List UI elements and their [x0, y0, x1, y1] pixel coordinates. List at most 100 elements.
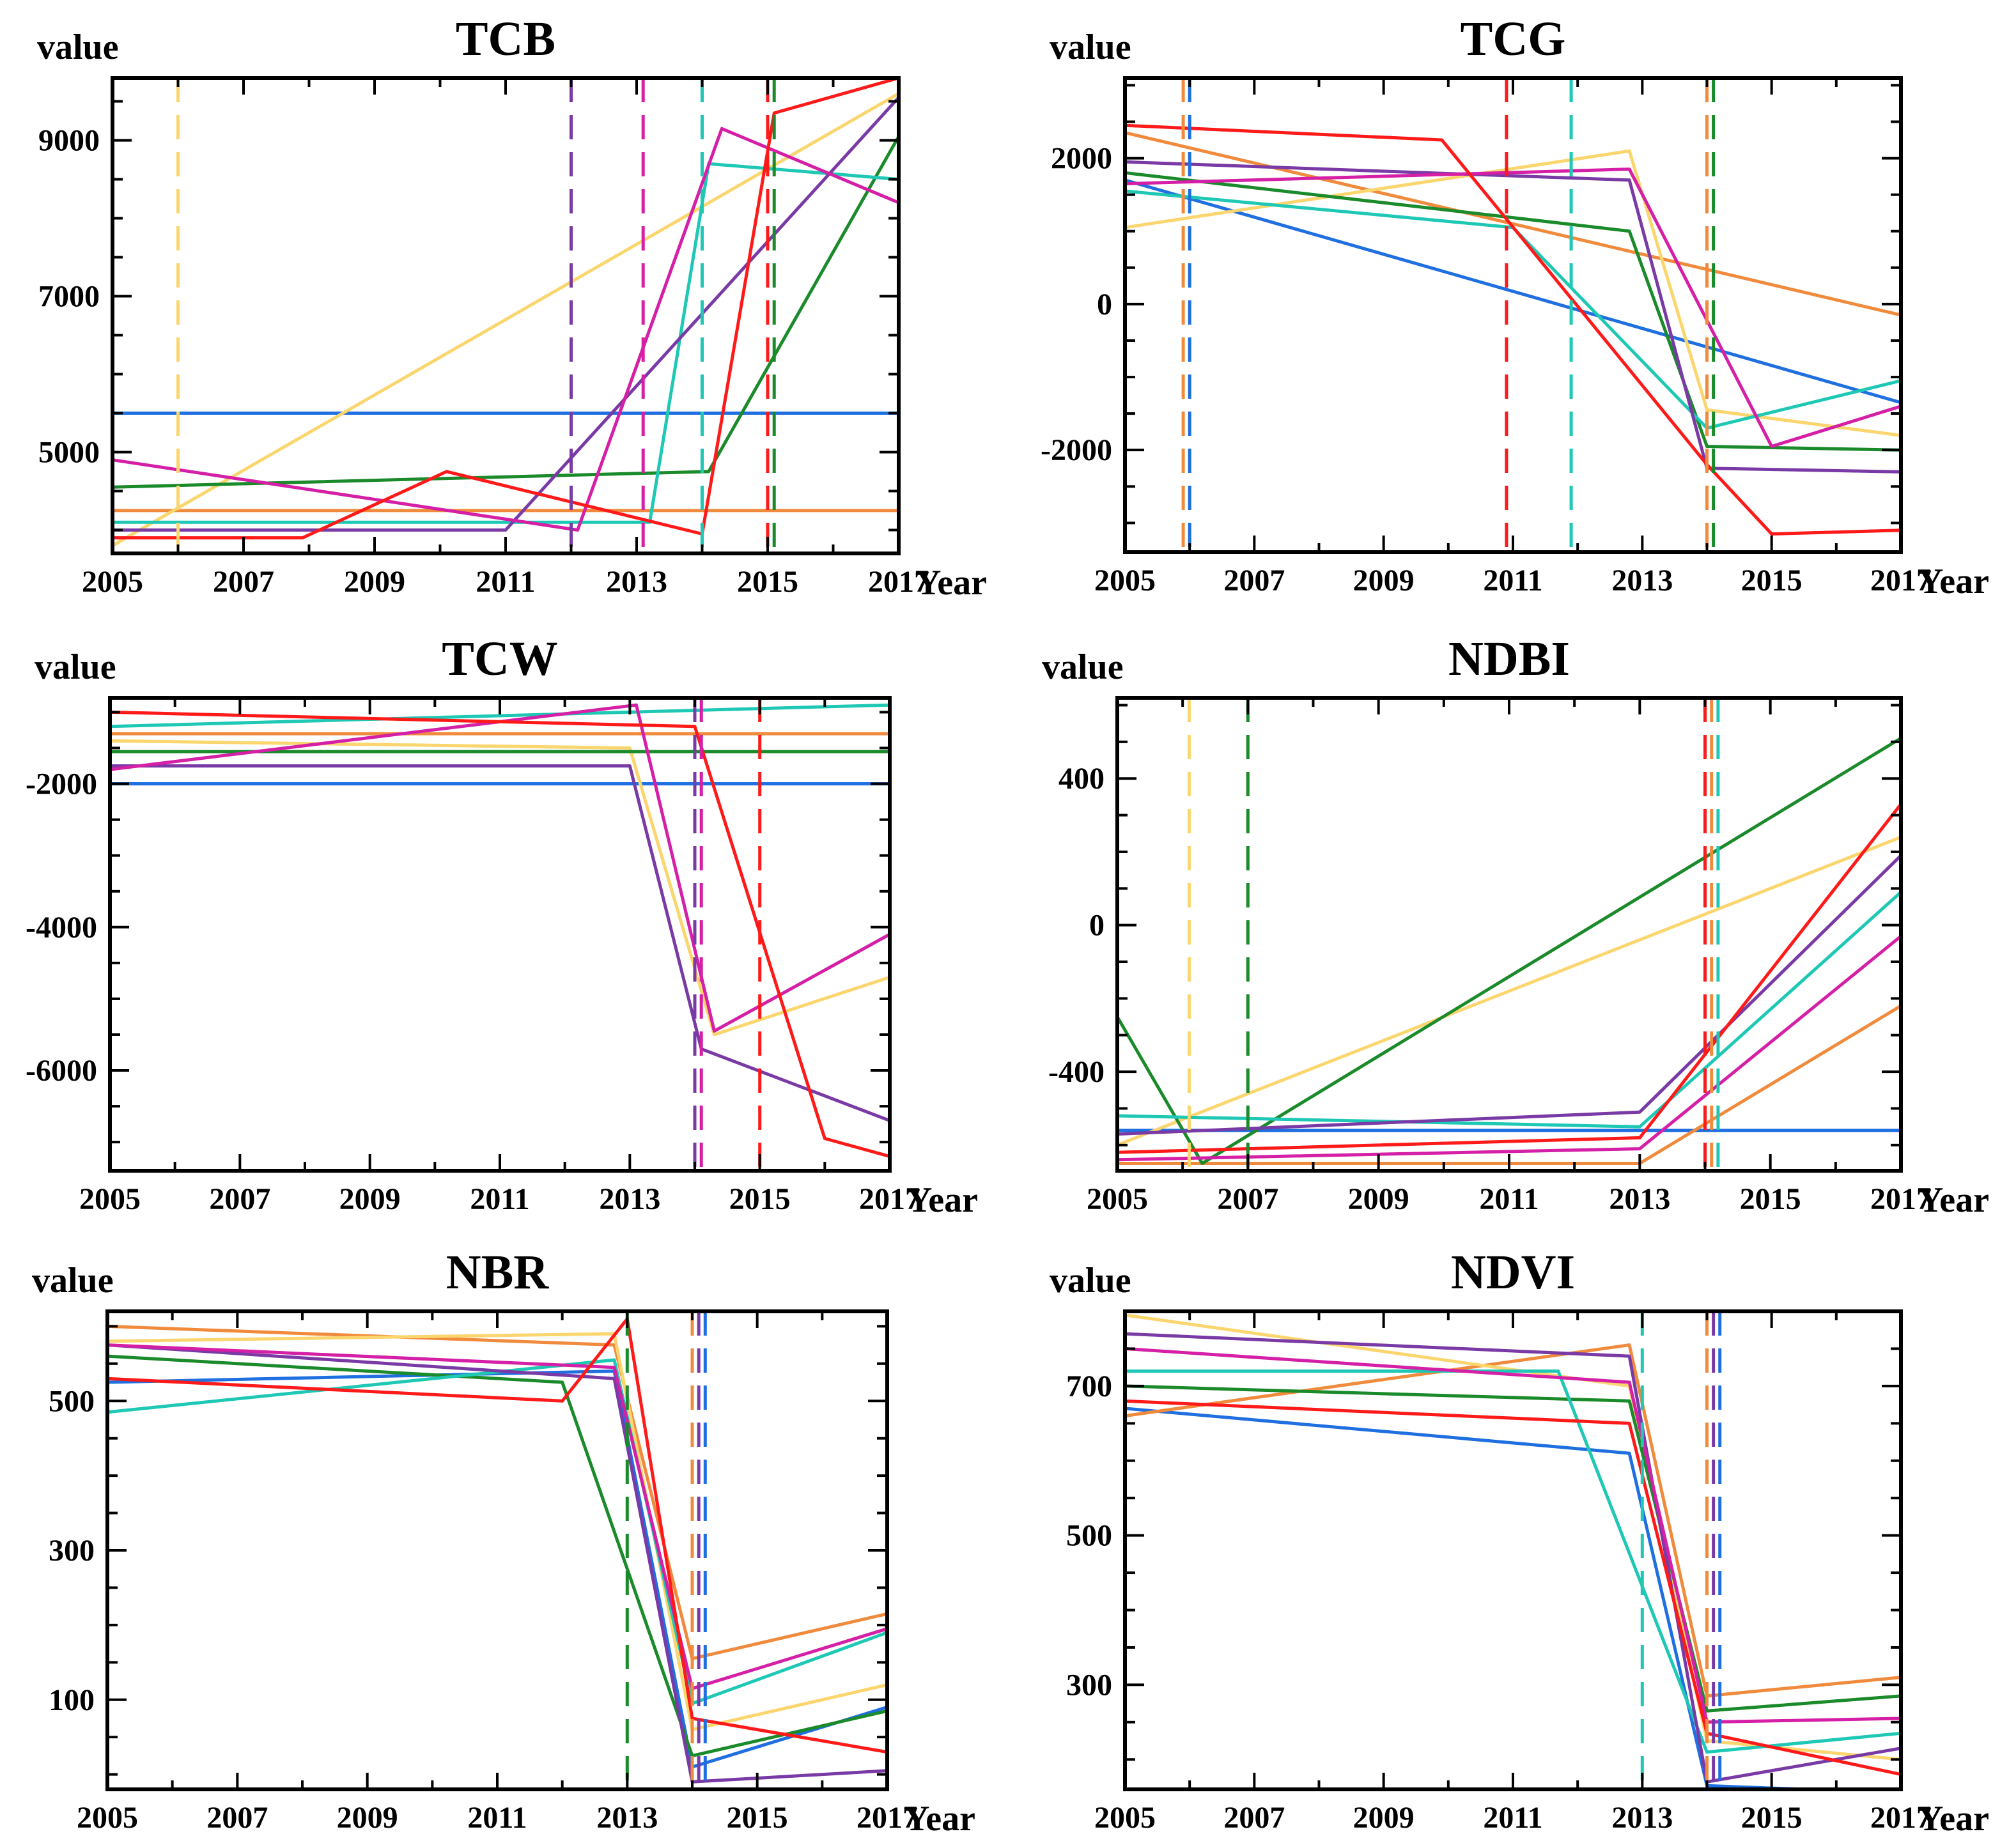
series-line-green — [1125, 1384, 1901, 1713]
series-line-green — [1117, 736, 1901, 1165]
y-tick-label: 700 — [1066, 1369, 1112, 1403]
series-line-teal — [1117, 891, 1901, 1129]
x-tick-label: 2013 — [606, 565, 667, 599]
x-tick-label: 2009 — [344, 565, 405, 599]
y-tick-label: 0 — [1097, 288, 1112, 321]
series-line-purple — [107, 1343, 887, 1784]
series-line-orange — [107, 1324, 887, 1660]
series-line-magenta — [107, 1343, 887, 1690]
x-tick-label: 2015 — [1741, 564, 1803, 598]
x-tick-label: 2013 — [596, 1801, 658, 1835]
y-tick-label: 5000 — [38, 435, 100, 469]
y-tick-label: 9000 — [38, 124, 100, 158]
chart-title: NDVI — [1451, 1246, 1575, 1299]
series-line-red — [1117, 803, 1901, 1154]
x-tick-label: 2017 — [1870, 1801, 1932, 1835]
x-tick-label: 2017 — [857, 1801, 918, 1835]
x-tick-label: 2013 — [1611, 1801, 1673, 1835]
series-line-orange — [1125, 131, 1901, 317]
y-tick-label: 2000 — [1051, 142, 1112, 176]
x-tick-label: 2015 — [1741, 1801, 1803, 1835]
series-line-teal — [112, 162, 899, 524]
y-tick-label: -2000 — [26, 768, 97, 801]
x-axis-label: Year — [1918, 1799, 1989, 1836]
plot-area — [107, 1311, 887, 1789]
y-axis-label: value — [37, 27, 119, 67]
series-line-green — [112, 135, 899, 489]
plot-area — [1125, 1311, 1901, 1789]
series-line-magenta — [1125, 1346, 1901, 1724]
series-line-purple — [1125, 1332, 1901, 1784]
series-line-magenta — [1117, 934, 1901, 1162]
y-tick-label: -6000 — [26, 1054, 97, 1088]
series-line-green — [107, 1354, 887, 1757]
y-tick-label: -2000 — [1041, 433, 1112, 467]
x-tick-label: 2007 — [206, 1801, 268, 1835]
x-tick-label: 2009 — [1353, 1801, 1415, 1835]
y-tick-label: 300 — [49, 1534, 95, 1568]
x-tick-label: 2009 — [1353, 564, 1415, 598]
series-line-yellow — [1125, 1313, 1901, 1761]
chart-title: TCW — [442, 632, 558, 686]
x-axis-label: Year — [1918, 562, 1989, 601]
x-tick-label: 2005 — [1094, 1801, 1156, 1835]
x-tick-label: 2005 — [79, 1182, 141, 1216]
plot-area — [112, 78, 899, 553]
y-tick-label: 500 — [1066, 1519, 1112, 1553]
x-tick-label: 2009 — [339, 1182, 401, 1216]
series-line-yellow — [107, 1332, 887, 1731]
series-line-yellow — [1117, 835, 1901, 1147]
chart-panel-tcw: TCW value Year 2005 2007 2009 2011 2013 2015 2017… — [26, 632, 978, 1220]
chart-panel-tcb: TCB value Year 2005 2007 2009 2011 2013 2015 2017… — [37, 12, 987, 603]
plot-frame — [1123, 1309, 1903, 1791]
y-axis-label: value — [1050, 27, 1131, 67]
x-tick-label: 2017 — [868, 565, 929, 599]
y-tick-label: 100 — [49, 1683, 95, 1717]
series-line-green — [1125, 171, 1901, 452]
x-tick-label: 2017 — [859, 1182, 920, 1216]
x-tick-label: 2015 — [1740, 1182, 1801, 1216]
series-line-red — [112, 78, 899, 540]
plot-frame — [111, 76, 901, 555]
x-tick-label: 2013 — [599, 1182, 660, 1216]
x-tick-label: 2005 — [82, 565, 143, 599]
series-line-teal — [1125, 189, 1901, 430]
plot-frame — [108, 696, 892, 1173]
x-tick-label: 2005 — [1087, 1182, 1148, 1216]
chart-panel-ndbi: NDBI value Year 2005 2007 2009 2011 2013 2015 201… — [1042, 632, 1989, 1220]
series-line-magenta — [1125, 167, 1901, 448]
x-tick-label: 2007 — [1223, 1801, 1285, 1835]
series-line-yellow — [1125, 149, 1901, 437]
x-axis-label: Year — [915, 563, 987, 603]
x-tick-label: 2011 — [1483, 1801, 1542, 1835]
x-tick-label: 2013 — [1609, 1182, 1670, 1216]
series-line-blue — [1125, 1407, 1846, 1789]
x-tick-label: 2013 — [1611, 564, 1673, 598]
series-line-orange — [1117, 1004, 1901, 1165]
series-line-orange — [1125, 1343, 1901, 1698]
y-tick-label: 300 — [1066, 1668, 1112, 1702]
x-tick-label: 2007 — [209, 1182, 270, 1216]
y-axis-label: value — [1042, 647, 1124, 687]
series-line-magenta — [110, 703, 890, 1033]
series-line-yellow — [110, 739, 890, 1037]
x-tick-label: 2011 — [467, 1801, 527, 1835]
x-axis-label: Year — [1918, 1180, 1989, 1220]
x-tick-label: 2011 — [470, 1182, 529, 1216]
series-line-red — [110, 710, 890, 1159]
x-tick-label: 2009 — [337, 1801, 398, 1835]
chart-title: TCG — [1461, 12, 1566, 66]
series-line-teal — [107, 1358, 887, 1706]
y-tick-label: 0 — [1089, 909, 1105, 943]
x-tick-label: 2017 — [1870, 1182, 1932, 1216]
x-tick-label: 2007 — [1223, 564, 1285, 598]
series-line-magenta — [112, 127, 899, 532]
series-line-purple — [110, 764, 890, 1122]
series-line-purple — [1125, 160, 1901, 474]
plot-area — [110, 698, 890, 1171]
y-tick-label: 400 — [1058, 762, 1105, 796]
x-tick-label: 2011 — [1483, 564, 1542, 598]
x-tick-label: 2007 — [1217, 1182, 1278, 1216]
x-tick-label: 2017 — [1870, 564, 1932, 598]
